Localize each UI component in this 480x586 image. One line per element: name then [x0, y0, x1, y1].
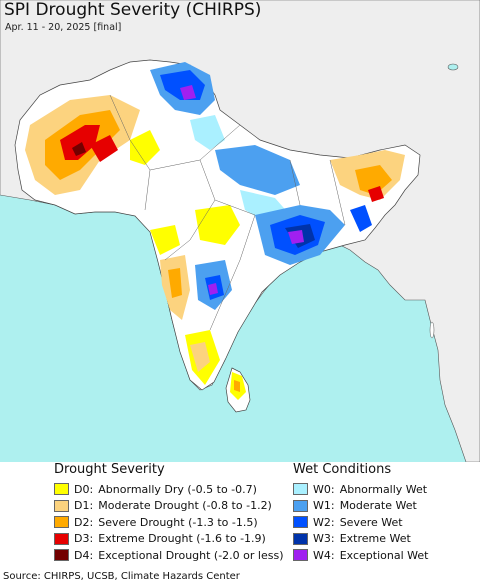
- legend-code: D1:: [74, 499, 94, 513]
- swatch-w0: [293, 483, 308, 496]
- internal-borders: [109, 94, 346, 331]
- drought-nw-d3b: [90, 135, 118, 162]
- legend-label: Severe Wet: [339, 515, 403, 529]
- legend-label: Abnormally Dry (-0.5 to -0.7): [98, 482, 257, 496]
- wet-cs-w4: [208, 283, 218, 295]
- legend: Drought Severity D0: Abnormally Dry (-0.…: [0, 462, 480, 568]
- wet-plain-w1: [215, 145, 300, 195]
- drought-ne-d3: [368, 186, 384, 202]
- swatch-d0: [54, 483, 69, 496]
- wet-east-w4: [288, 230, 304, 244]
- drought-legend-heading: Drought Severity: [54, 462, 165, 477]
- srilanka-d2: [234, 380, 240, 392]
- legend-label: Moderate Wet: [339, 499, 417, 513]
- legend-code: W4:: [313, 548, 335, 562]
- legend-item-w4: W4: Exceptional Wet: [293, 547, 428, 564]
- wet-north-w0: [190, 115, 225, 150]
- map-subtitle: Apr. 11 - 20, 2025 [final]: [5, 22, 122, 33]
- map-title: SPI Drought Severity (CHIRPS): [4, 0, 262, 20]
- swatch-d2: [54, 516, 69, 529]
- drought-nw-d4: [72, 142, 86, 156]
- drought-legend: Drought Severity D0: Abnormally Dry (-0.…: [54, 462, 284, 564]
- legend-label: Extreme Wet: [339, 532, 411, 546]
- swatch-w1: [293, 499, 308, 512]
- legend-code: D0:: [74, 482, 94, 496]
- legend-item-w2: W2: Severe Wet: [293, 514, 428, 531]
- legend-label: Moderate Drought (-0.8 to -1.2): [98, 499, 272, 513]
- legend-item-w1: W1: Moderate Wet: [293, 498, 428, 515]
- swatch-w4: [293, 549, 308, 562]
- drought-map: SPI Drought Severity (CHIRPS) Apr. 11 - …: [0, 0, 480, 462]
- swatch-d4: [54, 549, 69, 562]
- legend-code: D4:: [74, 548, 94, 562]
- drought-south-d1: [190, 342, 210, 372]
- legend-label: Exceptional Wet: [339, 548, 429, 562]
- wet-bangladesh-w2: [350, 205, 372, 232]
- source-credit: Source: CHIRPS, UCSB, Climate Hazards Ce…: [3, 571, 240, 582]
- legend-item-d1: D1: Moderate Drought (-0.8 to -1.2): [54, 498, 284, 515]
- island-andaman: [429, 321, 435, 339]
- wet-north-w4: [180, 85, 196, 100]
- drought-nw-d3: [60, 125, 100, 160]
- legend-label: Exceptional Drought (-2.0 or less): [98, 548, 284, 562]
- drought-ne-d2: [355, 165, 392, 195]
- swatch-d1: [54, 499, 69, 512]
- legend-code: W3:: [313, 532, 335, 546]
- small-island: [447, 63, 459, 71]
- legend-item-w3: W3: Extreme Wet: [293, 531, 428, 548]
- legend-item-d4: D4: Exceptional Drought (-2.0 or less): [54, 547, 284, 564]
- swatch-w3: [293, 532, 308, 545]
- drought-sw-d2: [168, 268, 182, 298]
- legend-item-d0: D0: Abnormally Dry (-0.5 to -0.7): [54, 481, 284, 498]
- legend-code: W0:: [313, 482, 335, 496]
- legend-code: D2:: [74, 515, 94, 529]
- map-canvas: [0, 0, 480, 462]
- legend-code: W1:: [313, 499, 335, 513]
- legend-item-d3: D3: Extreme Drought (-1.6 to -1.9): [54, 531, 284, 548]
- swatch-w2: [293, 516, 308, 529]
- legend-item-d2: D2: Severe Drought (-1.3 to -1.5): [54, 514, 284, 531]
- drought-central-d0: [195, 205, 240, 245]
- drought-nw-d0: [130, 130, 160, 165]
- legend-label: Severe Drought (-1.3 to -1.5): [98, 515, 258, 529]
- drought-central-d0b: [150, 225, 180, 255]
- legend-item-w0: W0: Abnormally Wet: [293, 481, 428, 498]
- wet-legend-heading: Wet Conditions: [293, 462, 392, 477]
- wet-legend: Wet Conditions W0: Abnormally Wet W1: Mo…: [293, 462, 428, 564]
- legend-label: Abnormally Wet: [339, 482, 428, 496]
- swatch-d3: [54, 532, 69, 545]
- legend-code: W2:: [313, 515, 335, 529]
- legend-label: Extreme Drought (-1.6 to -1.9): [98, 532, 266, 546]
- legend-code: D3:: [74, 532, 94, 546]
